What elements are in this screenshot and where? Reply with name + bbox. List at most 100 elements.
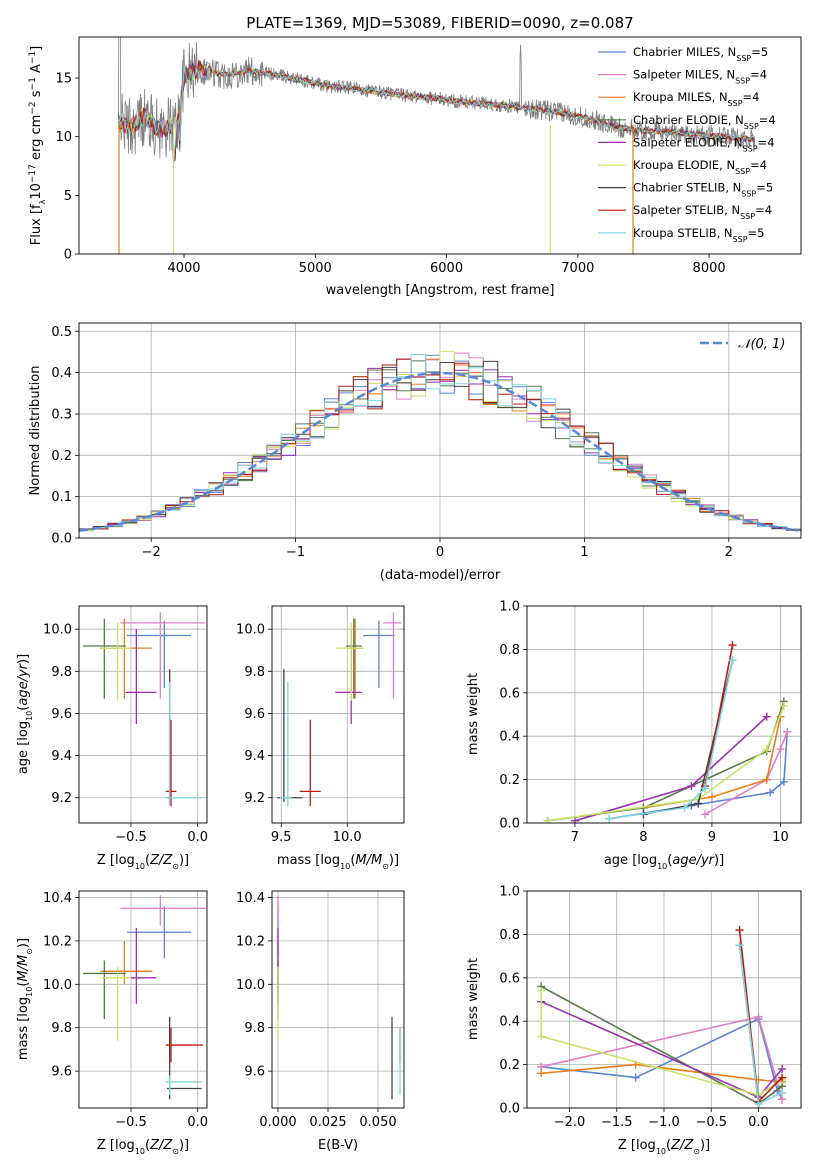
- mass-weight-marker: [735, 926, 744, 935]
- data-point: [125, 629, 157, 724]
- data-point: [347, 618, 364, 699]
- text-part: ⊙: [693, 1147, 700, 1156]
- text-part: λ: [38, 199, 47, 204]
- model-spectrum-kroupa-stelib: [117, 66, 756, 157]
- plot-area: [277, 612, 402, 807]
- x-tick-label: 0.0: [187, 830, 208, 845]
- text-part: 10: [25, 711, 34, 721]
- y-axis-label: mass [log10(M/M⊙)]: [16, 938, 34, 1060]
- mass-weight-marker: [707, 792, 716, 801]
- mass-weight-line: [609, 660, 734, 820]
- mass-weight-line: [574, 716, 768, 822]
- mass-weight-marker: [762, 712, 771, 721]
- x-tick-label: 8: [639, 830, 647, 845]
- text-part: (: [16, 982, 31, 987]
- axes: 4000 5000 6000 7000 8000 0 5 10 15 PLATE=1369, MJ…: [28, 14, 802, 298]
- y-tick-label: 9.2: [244, 791, 265, 806]
- x-tick-label: 1: [580, 545, 588, 560]
- mass-weight-line: [540, 990, 783, 1096]
- text-part: M/M: [16, 955, 31, 982]
- legend-entry: Chabrier ELODIE, NSSP=4: [633, 113, 776, 131]
- data-point: [83, 960, 126, 1020]
- y-axis-label: mass weight: [466, 958, 481, 1040]
- data-point: [100, 940, 153, 985]
- y-tick-label: 0: [64, 248, 72, 263]
- y-tick-label: 10.4: [43, 891, 72, 906]
- x-tick-label: 8000: [693, 261, 726, 276]
- text-part: =4: [755, 203, 772, 217]
- text-part: log: [115, 1138, 135, 1153]
- x-tick-label: 2: [725, 545, 733, 560]
- text-part: Chabrier MILES, N: [633, 45, 736, 59]
- y-tick-label: 9.4: [244, 749, 265, 764]
- text-part: −17: [28, 164, 38, 183]
- text-part: 10: [135, 862, 145, 871]
- text-part: =5: [751, 45, 768, 59]
- text-part: Flux [f: [29, 204, 44, 245]
- text-part: SSP: [740, 212, 755, 221]
- text-part: Z/Z: [670, 1138, 694, 1153]
- mass-weight-marker: [735, 941, 744, 950]
- y-axis-label: Normed distribution: [28, 366, 43, 496]
- y-tick-label: 0.1: [51, 490, 72, 505]
- text-part: Z [: [97, 853, 115, 868]
- text-part: age/yr: [672, 853, 715, 868]
- data-point: [120, 895, 206, 926]
- text-part: )]: [16, 654, 31, 664]
- text-part: s: [29, 90, 44, 101]
- x-tick-label: 9.5: [271, 830, 292, 845]
- text-part: Salpeter STELIB, N: [633, 203, 740, 217]
- text-part: 10: [340, 862, 350, 871]
- data-point: [165, 681, 202, 807]
- text-part: mass [: [16, 1017, 31, 1060]
- x-tick-label: 0.0: [748, 1115, 769, 1130]
- y-tick-label: 9.4: [51, 749, 72, 764]
- axes-frame: [526, 890, 802, 1109]
- y-tick-label: 10.0: [236, 978, 265, 993]
- text-part: 10: [29, 183, 44, 200]
- text-part: Chabrier STELIB, N: [633, 181, 741, 195]
- y-tick-label: 10.2: [236, 934, 265, 949]
- x-tick-label: 0: [436, 545, 444, 560]
- text-part: 10: [656, 1147, 666, 1156]
- mass-weight-marker: [754, 1099, 763, 1108]
- text-part: =4: [750, 68, 767, 82]
- text-part: (: [16, 706, 31, 711]
- x-axis-label: mass [log10(M/M⊙)]: [277, 853, 399, 871]
- x-tick-label: 10.0: [333, 830, 362, 845]
- y-tick-label: 0.5: [51, 325, 72, 340]
- axes: 0.000 0.025 0.050 9.6 9.8 10.0 10.2 10.4 E(B-V): [236, 890, 405, 1153]
- x-axis-label: E(B-V): [318, 1138, 358, 1153]
- text-part: (: [667, 853, 672, 868]
- text-part: log: [115, 853, 135, 868]
- text-part: SSP: [735, 76, 750, 85]
- y-tick-label: 9.6: [244, 1065, 265, 1080]
- mass-weight-marker: [778, 1073, 787, 1082]
- y-tick-label: 10: [55, 130, 72, 145]
- mass-weight-line: [540, 1000, 783, 1099]
- text-part: )]: [16, 938, 31, 948]
- axes: 9.5 10.0 9.2 9.4 9.6 9.8 10.0 mass [log10(M/M⊙)…: [236, 605, 405, 871]
- y-tick-label: 0.4: [499, 730, 520, 745]
- text-part: SSP: [744, 121, 759, 130]
- y-tick-label: 9.8: [51, 1021, 72, 1036]
- data-point: [165, 1027, 203, 1063]
- y-tick-label: 0.4: [51, 366, 72, 381]
- plot-area: [79, 350, 801, 533]
- y-tick-label: 9.8: [244, 665, 265, 680]
- x-axis-label: age [log10(age/yr)]: [604, 853, 724, 871]
- legend-entry: Salpeter STELIB, NSSP=4: [633, 203, 772, 221]
- mass-weight-line: [541, 1015, 783, 1100]
- text-part: =4: [759, 113, 776, 127]
- mass-weight-marker: [778, 1064, 787, 1073]
- x-axis-label: (data-model)/error: [380, 568, 501, 583]
- data-point: [100, 618, 153, 699]
- data-point: [363, 620, 395, 689]
- axes: −0.5 0.09.29.49.69.810.0Z [log10(Z/Z⊙)]ag…: [16, 605, 208, 871]
- mass-weight-marker: [680, 803, 689, 812]
- data-point: [83, 618, 126, 699]
- text-part: SSP: [741, 189, 756, 198]
- axes-frame: [526, 605, 802, 824]
- x-tick-label: −0.5: [695, 1115, 727, 1130]
